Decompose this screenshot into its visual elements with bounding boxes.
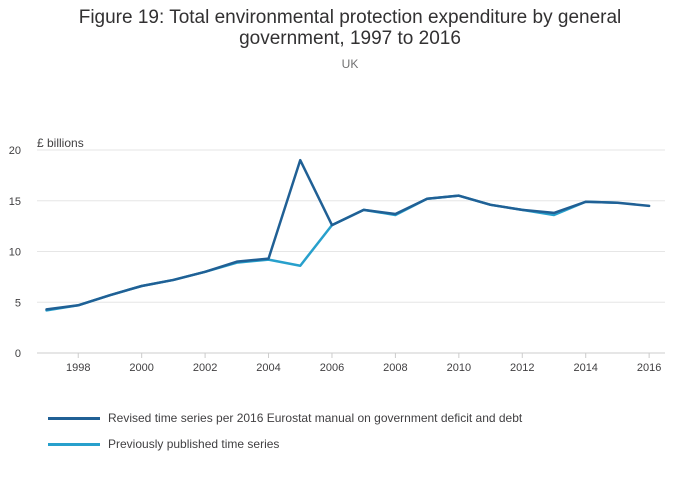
legend-swatch xyxy=(48,442,100,446)
axes: 0 5 10 15 20 1998 2000 2002 2004 2006 2008 2010 2012… xyxy=(9,145,665,374)
chart-title: Figure 19: Total environmental protectio… xyxy=(78,7,622,49)
legend-label: Previously published time series xyxy=(108,437,280,451)
legend-item-2[interactable]: Previously published time series xyxy=(48,431,522,457)
legend-label: Revised time series per 2016 Eurostat ma… xyxy=(108,411,523,425)
x-tick-label: 2014 xyxy=(573,362,597,374)
line-chart: 0 5 10 15 20 1998 2000 2002 2004 2006 2008 2010 2012… xyxy=(9,136,665,374)
legend-item-1[interactable]: Revised time series per 2016 Eurostat ma… xyxy=(48,405,522,431)
legend: Revised time series per 2016 Eurostat ma… xyxy=(48,405,522,457)
x-tick-label: 2016 xyxy=(637,362,661,374)
y-axis-label: £ billions xyxy=(37,136,84,150)
x-tick-label: 2002 xyxy=(193,362,217,374)
series-line-2 xyxy=(45,194,619,312)
x-tick-label: 2000 xyxy=(129,362,153,374)
x-tick-label: 1998 xyxy=(66,362,90,374)
y-tick-label: 5 xyxy=(15,297,21,309)
y-tick-label: 20 xyxy=(9,145,21,157)
series-lines xyxy=(45,158,651,312)
x-tick-label: 2004 xyxy=(256,362,280,374)
y-tick-label: 10 xyxy=(9,247,21,259)
x-tick-label: 2008 xyxy=(383,362,407,374)
y-tick-label: 0 xyxy=(15,348,21,360)
y-tick-label: 15 xyxy=(9,196,21,208)
x-tick-label: 2012 xyxy=(510,362,534,374)
series-line-1 xyxy=(45,158,651,311)
x-tick-label: 2006 xyxy=(320,362,344,374)
chart-subtitle: UK xyxy=(341,57,359,71)
grid-lines xyxy=(37,149,665,303)
x-tick-label: 2010 xyxy=(447,362,471,374)
legend-swatch xyxy=(48,416,100,420)
